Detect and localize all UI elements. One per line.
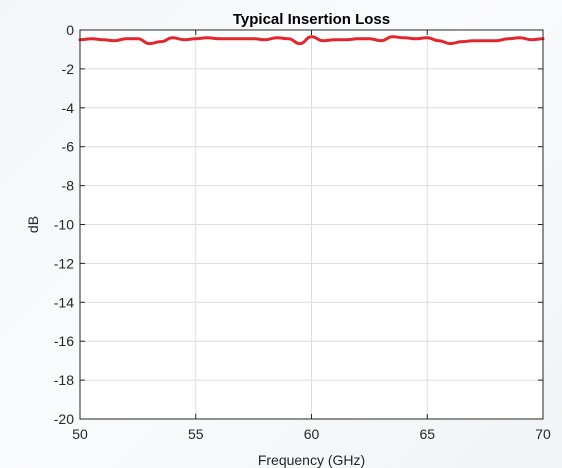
y-tick-label: -8 (62, 178, 75, 194)
x-tick-label: 70 (535, 426, 551, 442)
y-tick-label: -16 (54, 333, 74, 349)
chart-title: Typical Insertion Loss (233, 11, 390, 28)
y-tick-label: -2 (62, 61, 75, 77)
series-layer (78, 35, 545, 46)
x-axis-title: Frequency (GHz) (258, 452, 365, 468)
x-tick-label: 60 (304, 426, 320, 442)
y-tick-label: -18 (54, 372, 74, 388)
y-axis-title: dB (25, 216, 41, 233)
x-tick-label: 55 (188, 426, 204, 442)
plot-frame (79, 29, 544, 420)
y-tick-label: -14 (54, 294, 74, 310)
y-tick-label: 0 (66, 22, 74, 38)
y-tick-label: -12 (54, 255, 74, 271)
y-tick-label: -6 (62, 139, 75, 155)
grid-lines (80, 30, 543, 419)
insertion-loss-line (78, 35, 545, 46)
tick-labels: 50 55 60 65 70 0 -2 -4 -6 -8 -10 -12 -14 -16 -18 -20 (54, 22, 551, 442)
x-tick-label: 65 (419, 426, 435, 442)
y-tick-label: -10 (54, 217, 74, 233)
y-tick-label: -4 (62, 100, 75, 116)
y-tick-label: -20 (54, 411, 74, 427)
x-tick-label: 50 (72, 426, 88, 442)
